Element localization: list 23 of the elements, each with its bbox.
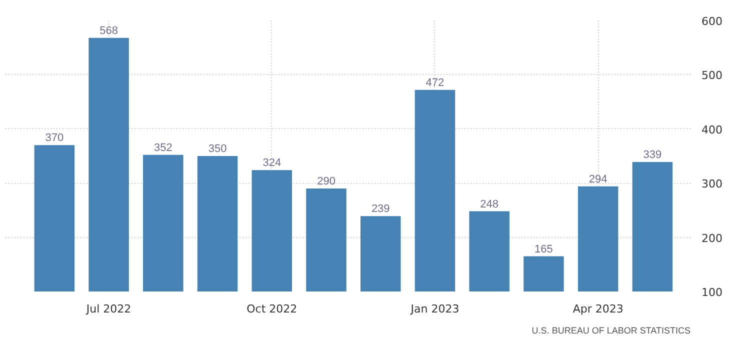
data-label: 324	[262, 157, 282, 170]
x-tick-label: Jul 2022	[85, 302, 132, 316]
y-tick-label: 200	[702, 232, 722, 245]
y-tick-label: 100	[702, 286, 722, 299]
y-tick-label: 400	[702, 123, 722, 136]
y-tick-label: 300	[702, 178, 722, 191]
data-label: 472	[426, 76, 444, 89]
data-label: 568	[100, 24, 118, 37]
text: U.S. BUREAU OF LABOR STATISTICS	[532, 326, 691, 336]
x-tick-label: Jan 2023	[410, 302, 460, 316]
data-label: 352	[154, 142, 172, 154]
x-tick-label: Apr 2023	[572, 302, 624, 316]
data-label: 239	[371, 203, 390, 216]
data-label: 350	[208, 143, 227, 155]
data-label: 165	[534, 243, 553, 256]
data-label: 290	[317, 176, 336, 188]
data-label: 248	[480, 198, 499, 210]
y-tick-label: 500	[702, 69, 722, 82]
y-tick-label: 600	[702, 15, 722, 28]
x-tick-label: Oct 2022	[246, 302, 298, 316]
data-label: 294	[588, 173, 608, 186]
data-label: 370	[45, 132, 64, 144]
data-label: 339	[643, 148, 662, 161]
